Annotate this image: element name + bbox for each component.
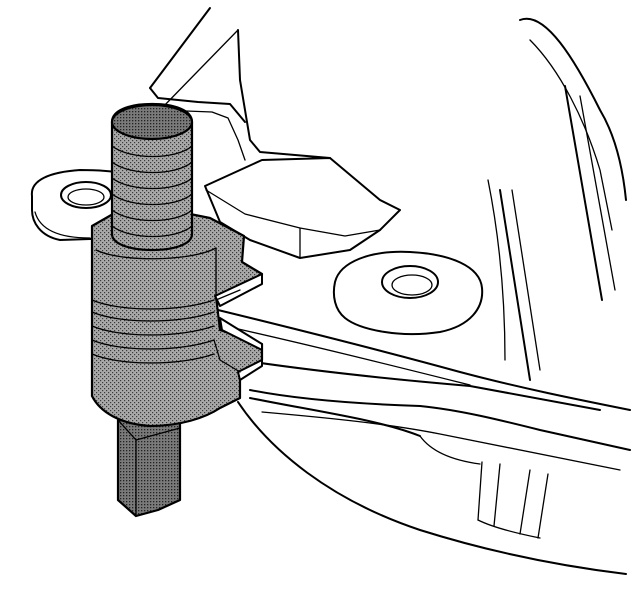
special-tool — [90, 102, 264, 518]
